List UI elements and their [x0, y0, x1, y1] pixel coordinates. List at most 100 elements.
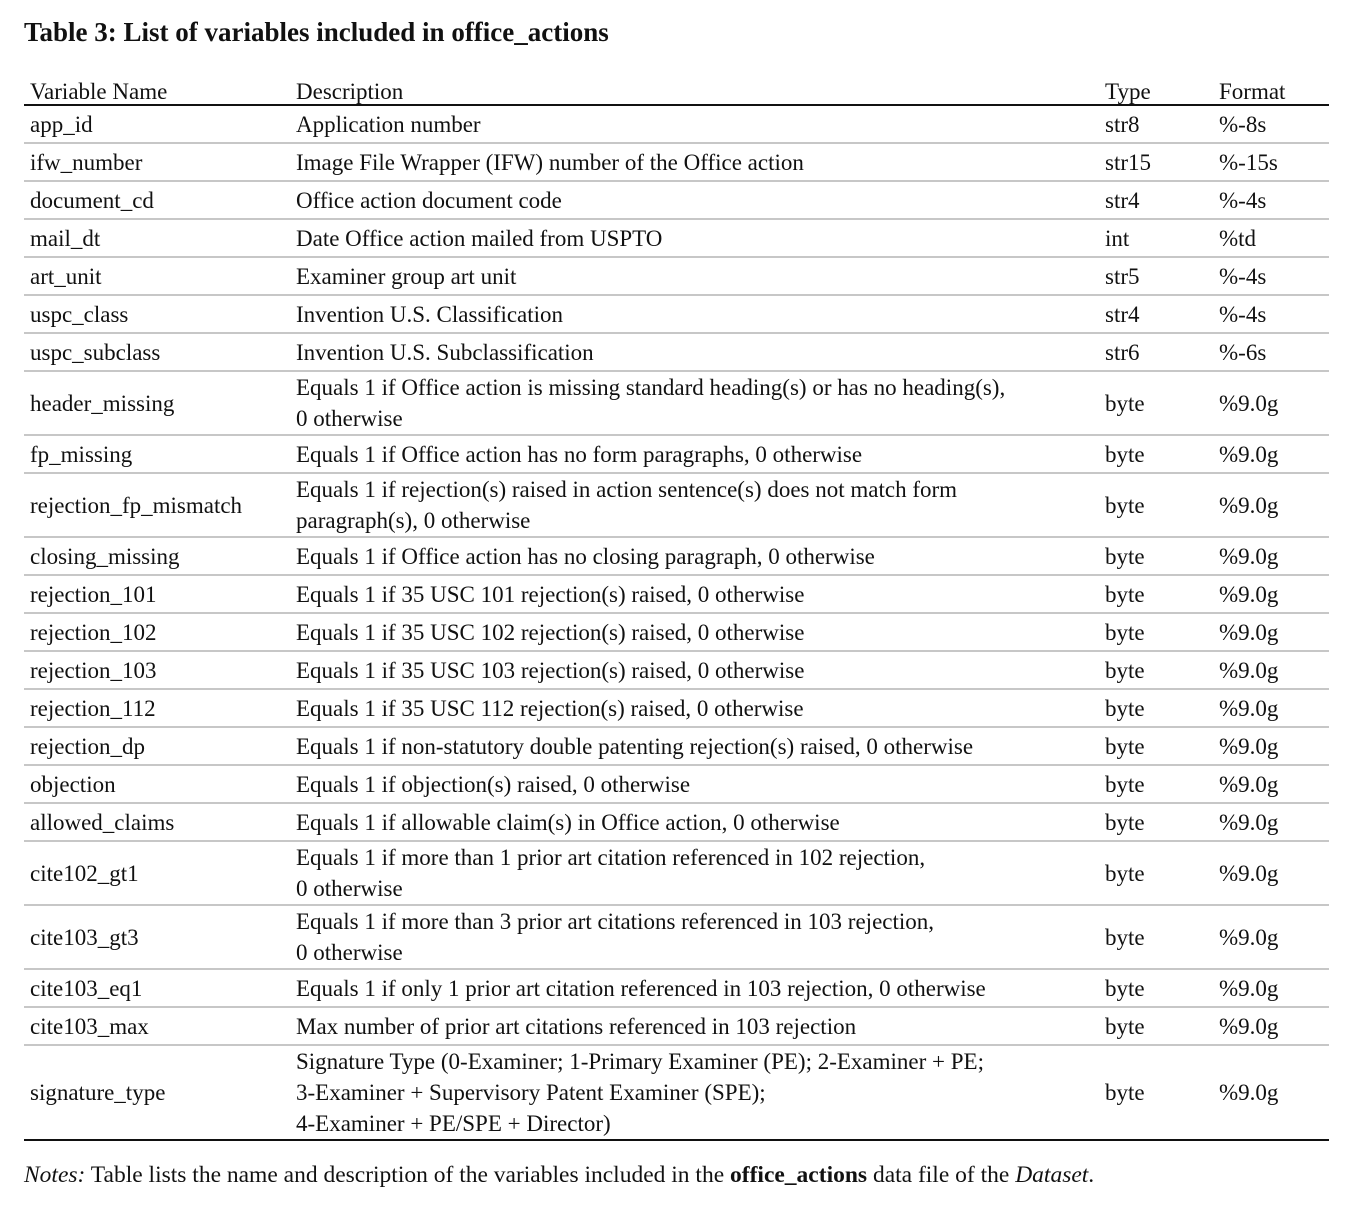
- table-row: objection Equals 1 if objection(s) raised…: [24, 765, 1329, 804]
- cell-format: %-8s: [1212, 105, 1329, 144]
- cell-description: Image File Wrapper (IFW) number of the O…: [294, 143, 1098, 182]
- cell-description: Equals 1 if 35 USC 101 rejection(s) rais…: [294, 575, 1098, 614]
- table-row: uspc_class Invention U.S. Classification s…: [24, 295, 1329, 334]
- cell-type: byte: [1098, 473, 1212, 538]
- cell-variable-name: app_id: [24, 105, 294, 144]
- cell-type: byte: [1098, 727, 1212, 766]
- cell-variable-name: header_missing: [24, 371, 294, 436]
- description-line: Equals 1 if rejection(s) raised in actio…: [296, 477, 958, 502]
- cell-type: byte: [1098, 841, 1212, 906]
- cell-format: %9.0g: [1212, 613, 1329, 652]
- variables-table: Variable Name Description Type Format ap…: [24, 72, 1329, 1141]
- cell-description: Equals 1 if more than 3 prior art citati…: [294, 905, 1098, 970]
- cell-variable-name: uspc_subclass: [24, 333, 294, 372]
- notes-file-name: office_actions: [730, 1162, 868, 1188]
- cell-type: byte: [1098, 765, 1212, 804]
- table-row: rejection_103 Equals 1 if 35 USC 103 reje…: [24, 651, 1329, 690]
- cell-format: %9.0g: [1212, 727, 1329, 766]
- cell-format: %9.0g: [1212, 689, 1329, 728]
- description-line: Office action document code: [296, 187, 562, 213]
- table-row: signature_type Signature Type (0-Examiner…: [24, 1045, 1329, 1141]
- description-line: Equals 1 if 35 USC 101 rejection(s) rais…: [296, 581, 805, 607]
- cell-variable-name: rejection_102: [24, 613, 294, 652]
- table-row: allowed_claims Equals 1 if allowable clai…: [24, 803, 1329, 842]
- description-line: 0 otherwise: [296, 940, 403, 965]
- notes-text-1: Table lists the name and description of …: [85, 1162, 731, 1188]
- cell-format: %9.0g: [1212, 473, 1329, 538]
- description-line: Invention U.S. Classification: [296, 301, 564, 327]
- cell-description: Equals 1 if Office action is missing sta…: [294, 371, 1098, 436]
- cell-description: Equals 1 if rejection(s) raised in actio…: [294, 473, 1098, 538]
- table-title: Table 3: List of variables included in o…: [24, 17, 609, 47]
- table-notes: Notes: Table lists the name and descript…: [24, 1159, 1094, 1191]
- cell-type: byte: [1098, 969, 1212, 1008]
- cell-description: Application number: [294, 105, 1098, 144]
- cell-variable-name: rejection_112: [24, 689, 294, 728]
- cell-description: Equals 1 if Office action has no form pa…: [294, 435, 1098, 474]
- description-line: Signature Type (0-Examiner; 1-Primary Ex…: [296, 1049, 984, 1074]
- cell-description: Equals 1 if 35 USC 102 rejection(s) rais…: [294, 613, 1098, 652]
- cell-type: int: [1098, 219, 1212, 258]
- description-line: Equals 1 if more than 1 prior art citati…: [296, 845, 926, 870]
- cell-format: %9.0g: [1212, 905, 1329, 970]
- cell-type: byte: [1098, 575, 1212, 614]
- cell-type: str4: [1098, 295, 1212, 334]
- description-line: 3-Examiner + Supervisory Patent Examiner…: [296, 1080, 766, 1105]
- cell-variable-name: objection: [24, 765, 294, 804]
- cell-format: %9.0g: [1212, 841, 1329, 906]
- table-row: rejection_dp Equals 1 if non-statutory do…: [24, 727, 1329, 766]
- description-line: Invention U.S. Subclassification: [296, 339, 594, 365]
- table-row: cite103_gt3 Equals 1 if more than 3 prior…: [24, 905, 1329, 970]
- column-header-description: Description: [294, 72, 1098, 106]
- description-line: Application number: [296, 111, 481, 137]
- cell-variable-name: rejection_fp_mismatch: [24, 473, 294, 538]
- cell-format: %-4s: [1212, 295, 1329, 334]
- cell-variable-name: rejection_101: [24, 575, 294, 614]
- cell-variable-name: signature_type: [24, 1045, 294, 1141]
- notes-lead: Notes:: [24, 1162, 86, 1188]
- table-row: cite103_max Max number of prior art citat…: [24, 1007, 1329, 1046]
- description-line: paragraph(s), 0 otherwise: [296, 508, 531, 533]
- cell-format: %9.0g: [1212, 969, 1329, 1008]
- cell-description: Equals 1 if 35 USC 103 rejection(s) rais…: [294, 651, 1098, 690]
- table-header-row: Variable Name Description Type Format: [24, 72, 1329, 106]
- table-row: header_missing Equals 1 if Office action …: [24, 371, 1329, 436]
- column-header-format: Format: [1212, 72, 1329, 106]
- cell-variable-name: uspc_class: [24, 295, 294, 334]
- cell-type: byte: [1098, 435, 1212, 474]
- cell-type: byte: [1098, 1007, 1212, 1046]
- cell-description: Signature Type (0-Examiner; 1-Primary Ex…: [294, 1045, 1098, 1141]
- cell-variable-name: cite102_gt1: [24, 841, 294, 906]
- notes-dataset-name: Dataset: [1015, 1162, 1089, 1188]
- description-line: Equals 1 if 35 USC 102 rejection(s) rais…: [296, 619, 805, 645]
- table-row: mail_dt Date Office action mailed from US…: [24, 219, 1329, 258]
- table-row: uspc_subclass Invention U.S. Subclassific…: [24, 333, 1329, 372]
- cell-format: %9.0g: [1212, 435, 1329, 474]
- cell-variable-name: allowed_claims: [24, 803, 294, 842]
- cell-description: Equals 1 if 35 USC 112 rejection(s) rais…: [294, 689, 1098, 728]
- cell-format: %9.0g: [1212, 651, 1329, 690]
- table-row: rejection_fp_mismatch Equals 1 if rejecti…: [24, 473, 1329, 538]
- cell-description: Examiner group art unit: [294, 257, 1098, 296]
- table-row: rejection_102 Equals 1 if 35 USC 102 reje…: [24, 613, 1329, 652]
- description-line: Date Office action mailed from USPTO: [296, 225, 663, 251]
- cell-description: Equals 1 if more than 1 prior art citati…: [294, 841, 1098, 906]
- description-line: Equals 1 if 35 USC 112 rejection(s) rais…: [296, 695, 804, 721]
- cell-description: Equals 1 if non-statutory double patenti…: [294, 727, 1098, 766]
- cell-description: Equals 1 if Office action has no closing…: [294, 537, 1098, 576]
- notes-text-3: .: [1088, 1162, 1095, 1188]
- cell-type: byte: [1098, 803, 1212, 842]
- cell-format: %9.0g: [1212, 765, 1329, 804]
- cell-variable-name: fp_missing: [24, 435, 294, 474]
- description-line: Equals 1 if more than 3 prior art citati…: [296, 909, 935, 934]
- description-line: Equals 1 if Office action is missing sta…: [296, 375, 1006, 400]
- notes-text-2: data file of the: [867, 1162, 1016, 1188]
- description-line: Equals 1 if allowable claim(s) in Office…: [296, 809, 840, 835]
- table-row: closing_missing Equals 1 if Office action…: [24, 537, 1329, 576]
- cell-type: byte: [1098, 371, 1212, 436]
- cell-description: Equals 1 if objection(s) raised, 0 other…: [294, 765, 1098, 804]
- table-row: rejection_112 Equals 1 if 35 USC 112 reje…: [24, 689, 1329, 728]
- description-line: Image File Wrapper (IFW) number of the O…: [296, 149, 804, 175]
- cell-format: %9.0g: [1212, 1045, 1329, 1141]
